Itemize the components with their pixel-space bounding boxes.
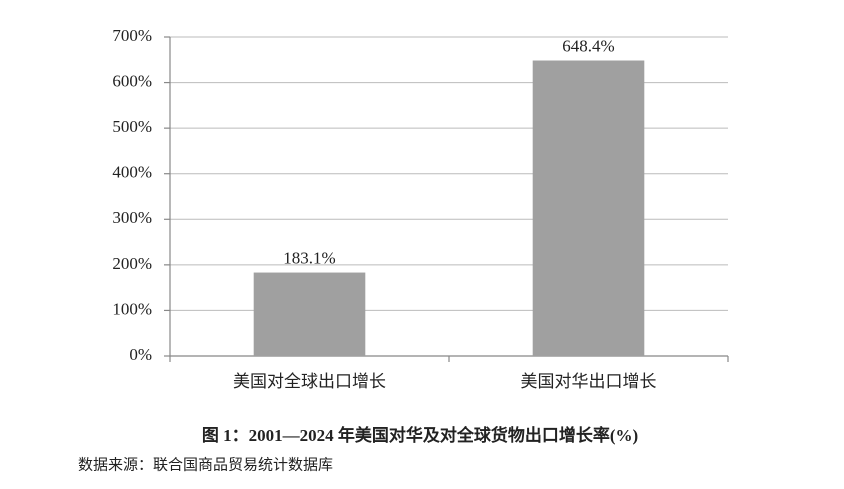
y-tick-label: 200% [112, 254, 152, 273]
y-tick-label: 400% [112, 163, 152, 182]
value-label: 183.1% [283, 248, 335, 267]
y-tick-label: 700% [112, 26, 152, 45]
x-tick-label: 美国对华出口增长 [521, 372, 657, 391]
y-tick-label: 300% [112, 208, 152, 227]
bar [532, 60, 645, 356]
y-tick-label: 100% [112, 299, 152, 318]
chart-title: 图 1：2001—2024 年美国对华及对全球货物出口增长率(%) [202, 425, 638, 445]
y-tick-label: 500% [112, 117, 152, 136]
value-label: 648.4% [562, 36, 614, 55]
y-tick-label: 0% [129, 345, 152, 364]
y-tick-label: 600% [112, 71, 152, 90]
bar [253, 272, 366, 356]
source-note: 数据来源：联合国商品贸易统计数据库 [78, 456, 333, 473]
x-tick-label: 美国对全球出口增长 [233, 372, 386, 391]
